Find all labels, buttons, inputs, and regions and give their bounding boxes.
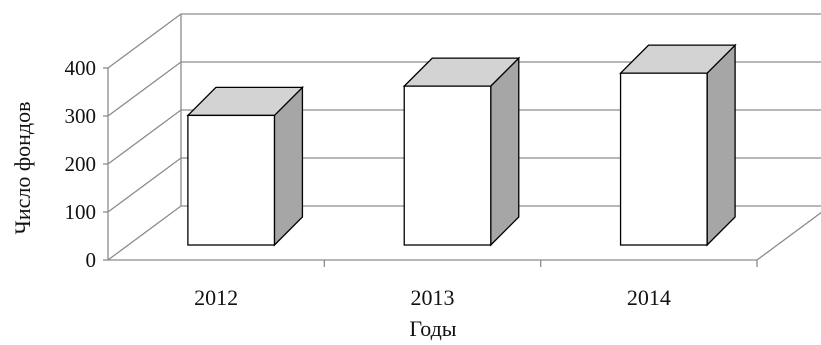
bar-front-face (187, 114, 276, 246)
y-tick-label: 300 (65, 104, 97, 128)
label-layer: Годы Число фондов 0 100 200 300 400 2012 2013 2… (10, 56, 671, 341)
bar-2013 (402, 56, 521, 247)
y-tick-label: 100 (65, 200, 97, 224)
x-axis-label: Годы (409, 316, 456, 341)
bar-side-face (706, 43, 736, 247)
x-tick-label: 2012 (194, 285, 238, 310)
x-tick-label: 2013 (411, 285, 455, 310)
y-tick-label: 0 (86, 248, 97, 272)
bar-front-face (619, 72, 708, 246)
y-axis-label: Число фондов (10, 102, 35, 235)
bar-front-face (403, 85, 492, 246)
bar-2014 (618, 43, 737, 247)
bar-2012 (186, 85, 305, 247)
y-tick-label: 400 (65, 56, 97, 80)
bar-layer (186, 43, 737, 247)
y-tick-label: 200 (65, 152, 97, 176)
axis-layer (103, 14, 821, 267)
bar-side-face (490, 56, 520, 247)
x-tick-label: 2014 (627, 285, 671, 310)
